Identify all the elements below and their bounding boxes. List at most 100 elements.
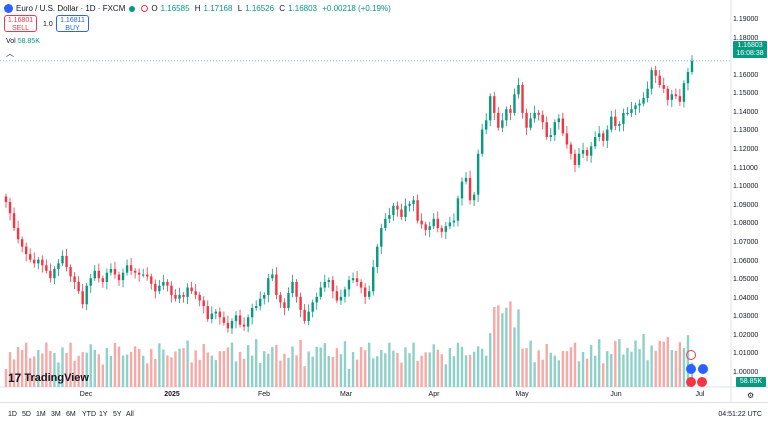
candle-body[interactable] [585,150,589,156]
range-button-ytd[interactable]: YTD [82,411,96,418]
candle-body[interactable] [109,268,113,273]
candle-body[interactable] [493,96,496,113]
utc-clock[interactable]: 04:51:22 UTC [718,411,762,418]
candle-body[interactable] [440,228,444,232]
candle-body[interactable] [287,293,290,308]
candle-body[interactable] [178,294,181,299]
candle-body[interactable] [275,274,278,295]
candle-body[interactable] [291,281,294,294]
candle-body[interactable] [8,202,12,214]
candle-body[interactable] [682,83,686,102]
candle-body[interactable] [206,306,209,320]
candle-body[interactable] [525,112,528,128]
candle-body[interactable] [263,294,266,299]
candle-body[interactable] [202,300,205,307]
candle-body[interactable] [327,280,331,282]
candle-body[interactable] [226,322,230,329]
candle-body[interactable] [456,198,460,221]
range-button-3m[interactable]: 3M [51,411,61,418]
candle-body[interactable] [97,270,101,279]
candle-body[interactable] [129,265,133,271]
candle-body[interactable] [101,278,105,282]
candle-body[interactable] [666,88,669,100]
buy-button[interactable]: 1.16811 BUY [56,15,89,32]
symbol-title[interactable]: Euro / U.S. Dollar · 1D · FXCM [16,4,126,13]
candle-body[interactable] [77,281,80,292]
news-event-icon-2[interactable] [697,377,707,387]
candle-body[interactable] [238,315,242,325]
candle-body[interactable] [335,291,339,301]
candle-body[interactable] [246,317,250,327]
candle-body[interactable] [638,103,641,106]
candle-body[interactable] [137,272,141,275]
collapse-legend-chevron-icon[interactable]: ︿ [6,49,14,58]
candle-body[interactable] [303,309,306,321]
candle-body[interactable] [194,291,197,295]
candle-body[interactable] [307,311,310,321]
candle-body[interactable] [117,274,121,281]
range-button-1d[interactable]: 1D [8,411,17,418]
candle-body[interactable] [146,274,149,277]
candle-body[interactable] [408,203,411,206]
candle-body[interactable] [73,276,76,282]
calendar-event-icon[interactable] [686,364,696,374]
candle-body[interactable] [646,88,649,99]
candle-body[interactable] [557,118,561,123]
candle-body[interactable] [33,259,36,264]
candle-body[interactable] [489,96,492,121]
candle-body[interactable] [319,287,322,297]
candle-body[interactable] [254,306,258,308]
candle-body[interactable] [392,205,395,216]
price-chart[interactable] [0,0,768,402]
candle-body[interactable] [472,194,476,201]
candle-body[interactable] [267,278,270,295]
range-button-5y[interactable]: 5Y [113,411,122,418]
candle-body[interactable] [214,311,218,314]
sell-button[interactable]: 1.16801 SELL [4,15,37,32]
candle-body[interactable] [533,112,536,119]
candle-body[interactable] [89,278,92,286]
candle-body[interactable] [150,276,153,284]
candle-body[interactable] [45,265,48,271]
candle-body[interactable] [29,254,32,260]
candle-body[interactable] [420,220,423,225]
candle-body[interactable] [343,289,347,297]
range-button-1y[interactable]: 1Y [99,411,108,418]
candle-body[interactable] [513,94,516,113]
candle-body[interactable] [476,153,480,195]
candle-body[interactable] [577,153,581,165]
range-button-5d[interactable]: 5D [22,411,31,418]
candle-body[interactable] [166,281,169,286]
candle-body[interactable] [388,215,391,219]
candle-body[interactable] [376,246,379,268]
candle-body[interactable] [452,220,456,223]
candle-body[interactable] [20,239,24,247]
candle-body[interactable] [339,296,343,301]
candle-body[interactable] [545,122,548,138]
visibility-eye-icon[interactable] [141,5,149,12]
calendar-event-icon-2[interactable] [698,364,708,374]
candle-body[interactable] [618,124,621,126]
candle-body[interactable] [121,272,125,281]
candle-body[interactable] [432,218,435,227]
candle-body[interactable] [480,129,484,154]
candle-body[interactable] [686,72,690,84]
candle-body[interactable] [610,116,613,130]
candle-body[interactable] [125,265,129,273]
candle-body[interactable] [606,129,609,141]
candle-body[interactable] [37,259,40,264]
candle-body[interactable] [234,315,238,321]
candle-body[interactable] [662,85,665,89]
candle-body[interactable] [670,94,674,100]
candle-body[interactable] [198,294,201,301]
candle-body[interactable] [634,105,637,110]
candle-body[interactable] [190,287,193,292]
candle-body[interactable] [424,224,427,230]
candle-body[interactable] [521,85,524,113]
candle-body[interactable] [41,259,44,266]
candle-body[interactable] [509,109,512,113]
candle-body[interactable] [367,291,371,297]
candle-body[interactable] [4,196,8,203]
candle-body[interactable] [323,281,326,288]
news-event-icon[interactable] [686,377,696,387]
